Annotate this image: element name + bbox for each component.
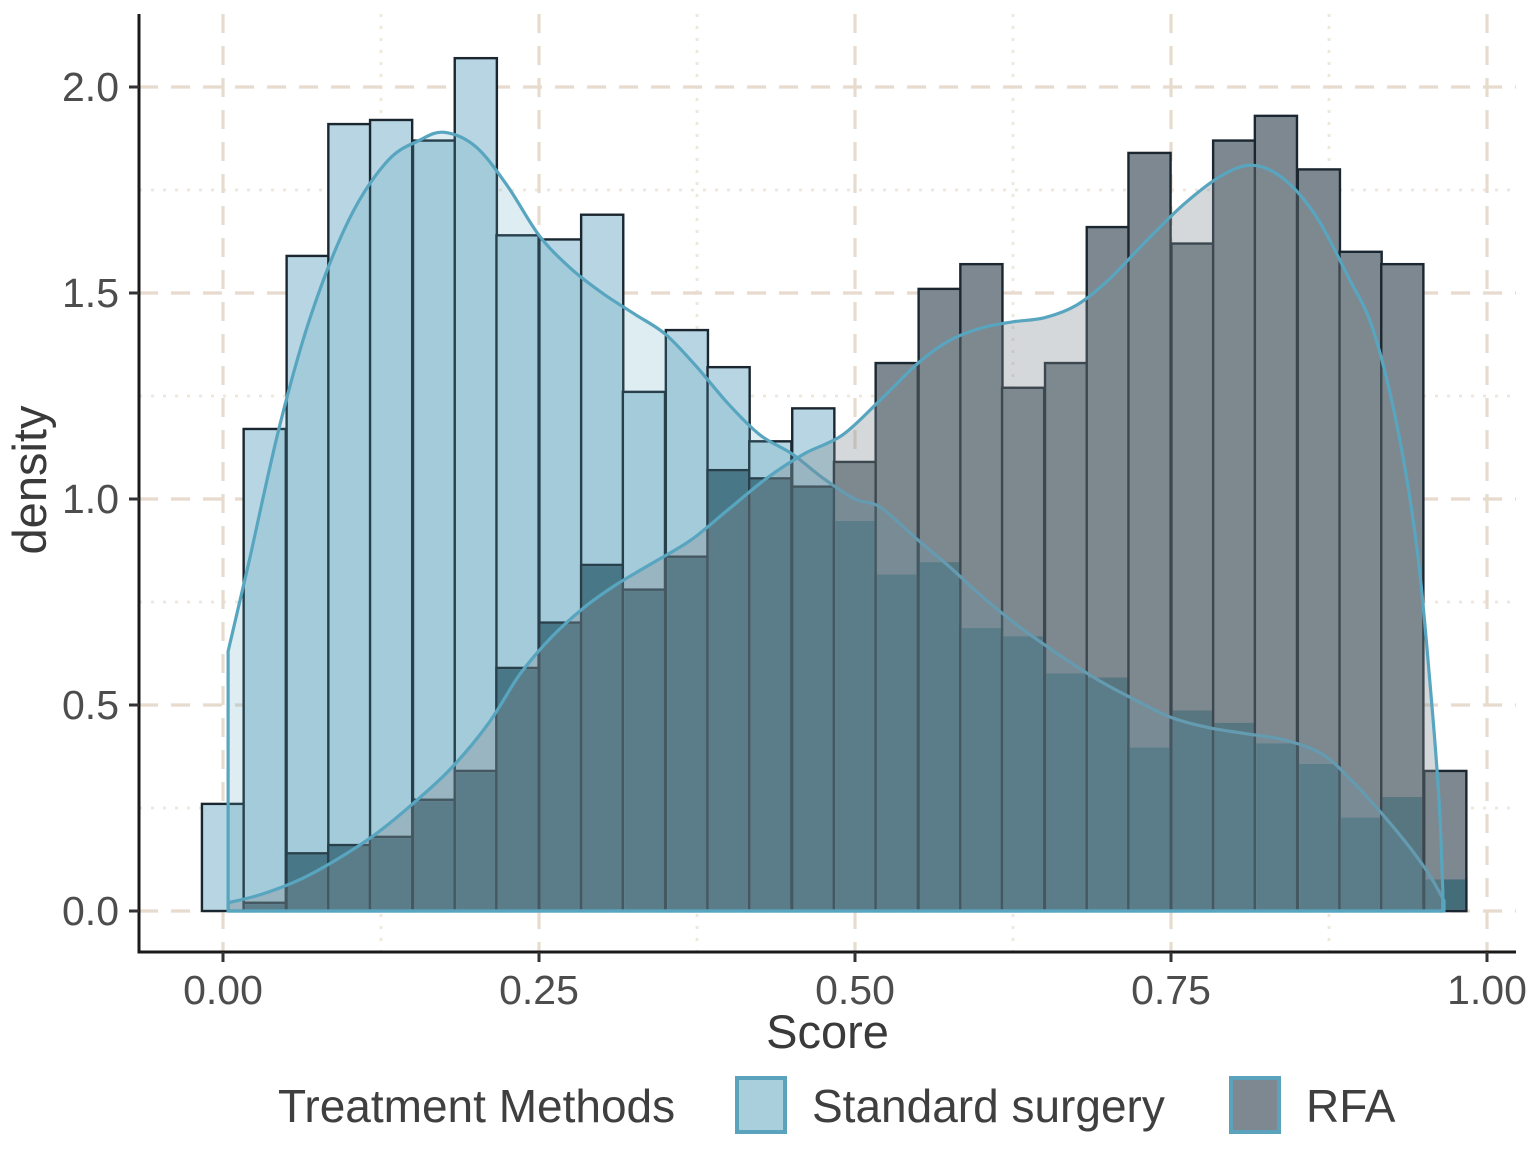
bar-standard-surgery: [285, 254, 330, 913]
bar-overlap-region: [920, 562, 960, 910]
y-axis-title: density: [3, 405, 56, 554]
bar-overlap-region: [414, 801, 454, 910]
x-tick-label: 0.25: [499, 967, 579, 1013]
bar-standard-surgery: [368, 118, 414, 913]
bar-overlap-region: [750, 479, 790, 910]
bar-overlap-region: [456, 772, 496, 910]
legend-label: Standard surgery: [812, 1080, 1165, 1132]
density-curve-standard-surgery: [226, 130, 1446, 913]
legend-swatch-rfa: [1229, 1076, 1281, 1134]
y-tick-label: 0.0: [62, 888, 119, 934]
bar-overlap-region: [1256, 743, 1296, 910]
bar-overlap-region: [1046, 673, 1086, 910]
bar-overlap-region: [1214, 722, 1254, 910]
bar-overlap-region: [245, 904, 285, 910]
x-tick-label: 1.00: [1447, 967, 1527, 1013]
y-tick-label: 1.0: [62, 476, 119, 522]
y-tick-label: 0.5: [62, 682, 119, 728]
bar-overlap-region: [1129, 747, 1170, 910]
bar-overlap-region: [667, 558, 707, 910]
bar-overlap-region: [1003, 636, 1043, 910]
legend-label: RFA: [1306, 1080, 1396, 1132]
bar-overlap-region: [1299, 764, 1339, 910]
legend: Treatment Methods Standard surgery RFA: [278, 1076, 1396, 1134]
bar-overlap-region: [329, 846, 370, 910]
y-tick-label: 1.5: [62, 270, 119, 316]
bar-overlap-region: [793, 488, 833, 910]
bar-standard-surgery: [200, 802, 246, 913]
bar-overlap-region: [1172, 710, 1213, 910]
y-tick-label: 2.0: [62, 64, 119, 110]
bar-overlap-region: [540, 624, 581, 910]
x-tick-label: 0.50: [815, 967, 895, 1013]
bar-overlap-region: [371, 838, 411, 910]
axes: 0.00 0.25 0.50 0.75 1.00 0.0 0.5 1.0 1.5 2.0 Score…: [3, 14, 1527, 1058]
bar-overlap-region: [877, 574, 917, 910]
bar-overlap-region: [835, 521, 875, 910]
x-tick-label: 0.75: [1131, 967, 1211, 1013]
bar-overlap-region: [497, 669, 538, 910]
legend-swatch-standard-surgery: [735, 1076, 787, 1134]
histogram-bars: [200, 56, 1468, 913]
bar-overlap-region: [708, 471, 749, 910]
density-curves: [226, 130, 1446, 913]
bar-overlap-region: [1340, 817, 1381, 910]
density-curve-rfa: [226, 163, 1445, 913]
bar-overlap-region: [961, 628, 1002, 910]
bar-standard-surgery: [327, 122, 372, 913]
legend-title: Treatment Methods: [278, 1080, 675, 1132]
bar-overlap-region: [624, 591, 664, 910]
x-axis-title: Score: [766, 1005, 889, 1058]
bar-overlap-region: [582, 566, 622, 910]
x-tick-label: 0.00: [183, 967, 263, 1013]
bar-overlap-region: [1088, 677, 1128, 910]
bar-standard-surgery: [453, 56, 499, 913]
